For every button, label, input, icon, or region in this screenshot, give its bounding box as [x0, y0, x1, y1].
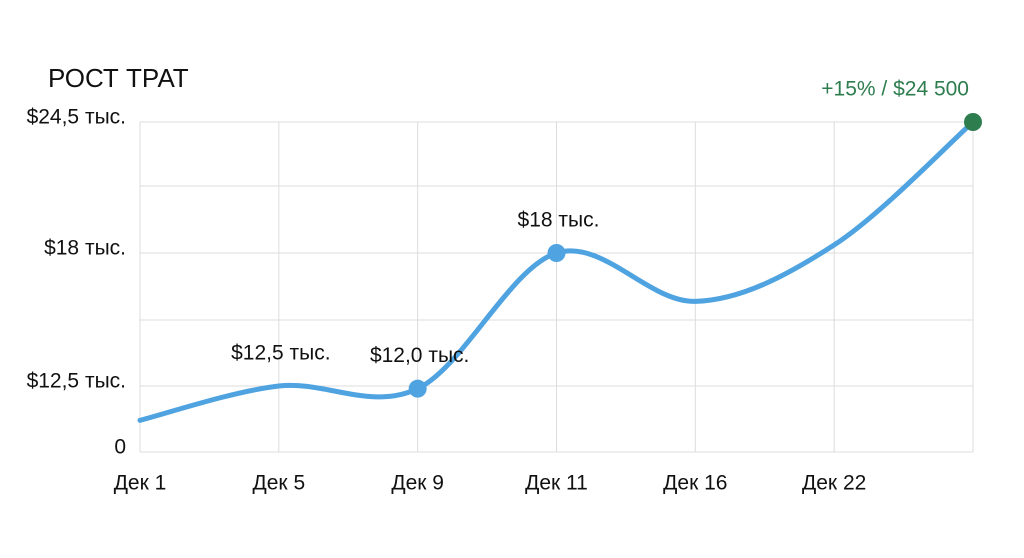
y-tick-label: 0 — [114, 436, 126, 459]
point — [964, 113, 982, 131]
x-tick-label: Дек 11 — [525, 472, 588, 495]
x-tick-label: Дек 5 — [253, 472, 306, 495]
y-tick-label: $18 тыс. — [44, 237, 126, 260]
x-tick-label: Дек 1 — [114, 472, 167, 495]
x-tick-label: Дек 16 — [663, 472, 727, 495]
data-label: $12,0 тыс. — [370, 344, 469, 367]
point — [408, 379, 427, 398]
x-tick-label: Дек 9 — [391, 472, 444, 495]
x-tick-label: Дек 22 — [802, 472, 866, 495]
data-label: $18 тыс. — [518, 209, 600, 232]
data-label: $12,5 тыс. — [231, 342, 330, 365]
y-tick-label: $24,5 тыс. — [27, 106, 126, 129]
data-label: +15% / $24 500 — [821, 78, 969, 101]
point — [547, 244, 566, 262]
y-tick-label: $12,5 тыс. — [27, 370, 126, 393]
chart-title: РОСТ ТРАТ — [48, 63, 189, 93]
